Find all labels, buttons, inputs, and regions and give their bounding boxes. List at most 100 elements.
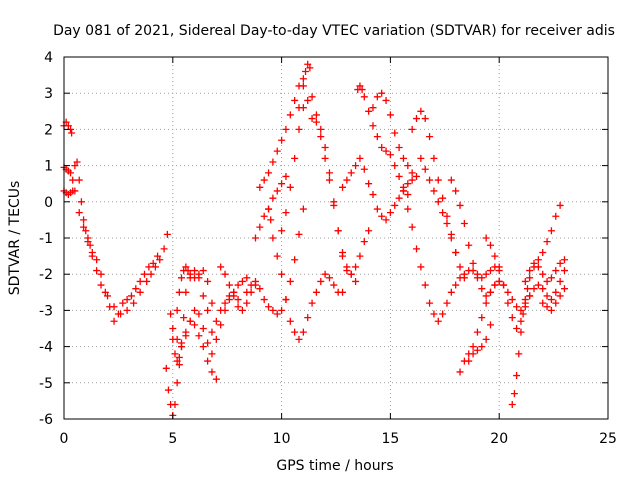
data-point: [486, 321, 494, 329]
data-point: [521, 303, 529, 311]
data-point: [278, 306, 286, 314]
data-point: [373, 133, 381, 141]
data-point: [530, 285, 538, 293]
data-point: [234, 296, 242, 304]
data-point: [556, 259, 564, 267]
series-arc-10: [217, 263, 242, 311]
y-tick-label: 1: [44, 159, 53, 175]
series-arc-18: [339, 154, 416, 224]
data-point: [469, 267, 477, 275]
data-point: [339, 183, 347, 191]
data-point: [97, 281, 105, 289]
data-point: [191, 274, 199, 282]
data-point: [343, 267, 351, 275]
data-point: [212, 335, 220, 343]
data-point: [101, 288, 109, 296]
data-point: [391, 162, 399, 170]
data-point: [238, 277, 246, 285]
data-point: [93, 256, 101, 264]
data-point: [154, 252, 162, 260]
y-tick-label: 2: [44, 122, 53, 138]
data-point: [469, 259, 477, 267]
data-point: [413, 172, 421, 180]
data-point: [286, 317, 294, 325]
series-arc-8: [173, 263, 216, 314]
data-point: [282, 125, 290, 133]
data-point: [413, 245, 421, 253]
data-point: [552, 212, 560, 220]
y-tick-label: 3: [44, 86, 53, 102]
data-point: [413, 115, 421, 123]
data-point: [156, 256, 164, 264]
axis-ticks: 0 5 10 15 20 25 -6 -5 -4 -3 -2 -1 0 1 2 3 4: [39, 50, 617, 447]
data-point: [358, 86, 366, 94]
data-point: [365, 180, 373, 188]
data-point: [251, 234, 259, 242]
data-point: [180, 314, 188, 322]
data-point: [308, 299, 316, 307]
data-point: [482, 299, 490, 307]
data-point: [308, 115, 316, 123]
data-point: [452, 187, 460, 195]
data-point: [195, 310, 203, 318]
data-point: [395, 194, 403, 202]
data-point: [560, 267, 568, 275]
data-point: [491, 281, 499, 289]
data-point: [230, 292, 238, 300]
data-point: [304, 60, 312, 68]
data-point: [247, 281, 255, 289]
data-point: [486, 288, 494, 296]
data-point: [560, 285, 568, 293]
data-point: [160, 245, 168, 253]
data-point: [184, 267, 192, 275]
data-point: [291, 96, 299, 104]
series-arc-29: [521, 256, 568, 285]
data-point: [504, 288, 512, 296]
data-point: [352, 277, 360, 285]
data-point: [217, 306, 225, 314]
data-point: [147, 270, 155, 278]
data-point: [212, 375, 220, 383]
data-point: [513, 372, 521, 380]
data-point: [110, 317, 118, 325]
y-tick-label: 0: [44, 195, 53, 211]
data-point: [325, 274, 333, 282]
data-point: [417, 107, 425, 115]
x-tick-label: 10: [273, 431, 291, 447]
data-point: [465, 357, 473, 365]
data-point: [169, 325, 177, 332]
data-point: [339, 252, 347, 260]
data-point: [534, 281, 542, 289]
data-point: [543, 303, 551, 311]
data-point: [334, 227, 342, 235]
data-point: [508, 401, 516, 409]
data-point: [132, 285, 140, 293]
data-point: [106, 303, 114, 311]
series-arc-9: [208, 281, 259, 336]
data-point: [234, 281, 242, 289]
data-point: [515, 350, 523, 358]
data-point: [486, 241, 494, 249]
data-point: [182, 263, 190, 271]
data-point: [482, 234, 490, 242]
data-point: [273, 252, 281, 260]
data-point: [382, 216, 390, 224]
data-point: [304, 314, 312, 322]
series-arc-3: [60, 163, 171, 318]
data-point: [556, 292, 564, 300]
data-point: [265, 169, 273, 177]
data-point: [243, 274, 251, 282]
data-point: [93, 267, 101, 275]
data-point: [356, 82, 364, 90]
data-point: [360, 238, 368, 246]
data-point: [460, 274, 468, 282]
data-point: [204, 306, 212, 314]
data-point: [469, 343, 477, 351]
series-arc-16: [295, 60, 314, 112]
data-point: [382, 147, 390, 155]
data-point: [391, 129, 399, 137]
data-point: [356, 154, 364, 162]
data-point: [373, 93, 381, 101]
data-point: [430, 187, 438, 195]
